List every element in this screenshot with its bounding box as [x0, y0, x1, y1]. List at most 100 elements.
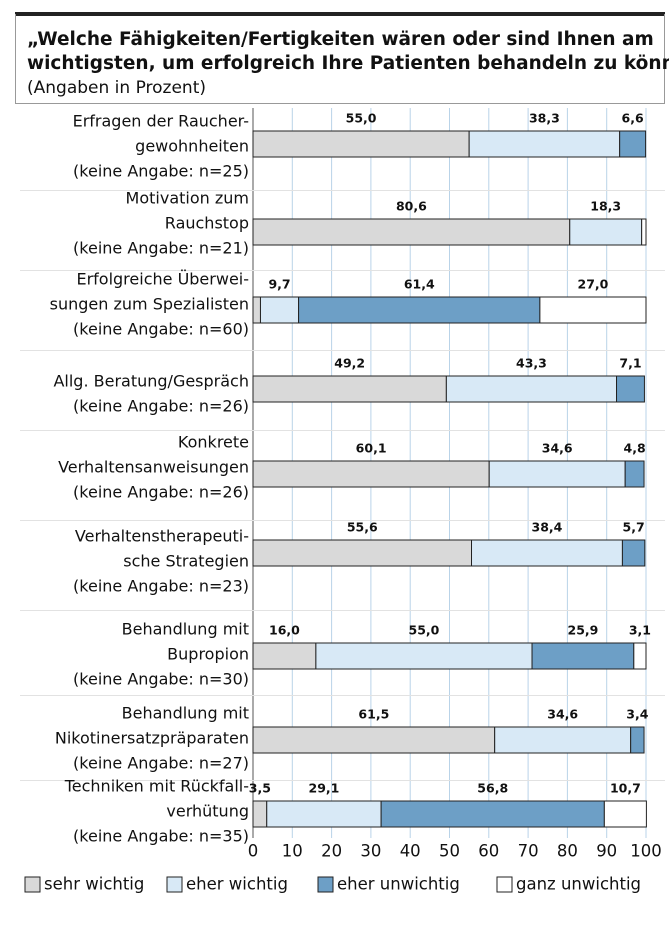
category-label: (keine Angabe: n=26) — [73, 397, 249, 416]
value-label: 56,8 — [477, 781, 508, 796]
bar-segment — [380, 800, 605, 828]
category-label: (keine Angabe: n=35) — [73, 827, 249, 846]
bar-segment — [252, 375, 447, 403]
legend-label: ganz unwichtig — [516, 875, 641, 894]
value-label: 61,5 — [358, 707, 389, 722]
value-label: 34,6 — [542, 441, 573, 456]
category-label: gewohnheiten — [135, 137, 249, 156]
category-label: Behandlung mit — [122, 704, 249, 723]
value-label: 49,2 — [334, 356, 365, 371]
category-label: (keine Angabe: n=27) — [73, 754, 249, 773]
bar-segment — [315, 642, 533, 670]
bar-segment — [539, 296, 647, 324]
value-label: 55,6 — [347, 520, 378, 535]
bar-segment — [252, 539, 473, 567]
x-tick-label: 100 — [630, 842, 662, 861]
category-label: Bupropion — [167, 645, 249, 664]
value-label: 43,3 — [516, 356, 547, 371]
bar-segment — [624, 460, 645, 488]
category-label: Erfolgreiche Überwei- — [76, 270, 249, 289]
bar-segment — [259, 296, 300, 324]
bar-segment — [298, 296, 541, 324]
top-rule — [15, 12, 665, 16]
category-label: (keine Angabe: n=23) — [73, 577, 249, 596]
x-tick-label: 0 — [248, 842, 259, 861]
bar-segment — [252, 726, 496, 754]
category-label: (keine Angabe: n=25) — [73, 162, 249, 181]
value-label: 27,0 — [578, 277, 609, 292]
value-label: 25,9 — [568, 623, 599, 638]
category-label: Rauchstop — [165, 214, 249, 233]
bar-segment — [445, 375, 618, 403]
bar-segment — [266, 800, 382, 828]
bar-segment — [531, 642, 635, 670]
value-label: 34,6 — [547, 707, 578, 722]
bar-segment — [633, 642, 647, 670]
legend-label: eher unwichtig — [337, 875, 460, 894]
legend-label: eher wichtig — [186, 875, 288, 894]
value-label: 16,0 — [269, 623, 300, 638]
chart-title: wichtigsten, um erfolgreich Ihre Patient… — [27, 53, 669, 74]
category-label: Motivation zum — [126, 189, 249, 208]
bar-segment — [252, 642, 317, 670]
value-label: 18,3 — [590, 199, 621, 214]
value-label: 61,4 — [404, 277, 435, 292]
value-label: 6,6 — [622, 111, 644, 126]
bar-segment — [252, 296, 261, 324]
bar-segment — [471, 539, 623, 567]
category-label: Konkrete — [178, 433, 249, 452]
x-tick-label: 30 — [360, 842, 381, 861]
category-label: Verhaltensanweisungen — [58, 458, 249, 477]
x-tick-label: 70 — [518, 842, 539, 861]
category-label: sche Strategien — [123, 552, 249, 571]
legend-label: sehr wichtig — [44, 875, 144, 894]
bar-segment — [252, 130, 470, 158]
value-label: 80,6 — [396, 199, 427, 214]
x-tick-label: 90 — [596, 842, 617, 861]
category-label: (keine Angabe: n=26) — [73, 483, 249, 502]
category-label: (keine Angabe: n=21) — [73, 239, 249, 258]
x-tick-label: 10 — [282, 842, 303, 861]
bar-segment — [569, 218, 643, 246]
value-label: 55,0 — [346, 111, 377, 126]
category-label: Techniken mit Rückfall- — [64, 777, 249, 796]
category-label: (keine Angabe: n=30) — [73, 670, 249, 689]
bar-segment — [641, 218, 647, 246]
value-label: 38,3 — [529, 111, 560, 126]
value-label: 5,7 — [623, 520, 645, 535]
value-label: 3,5 — [249, 781, 271, 796]
bar-segment — [619, 130, 647, 158]
legend-swatch — [24, 876, 41, 893]
value-label: 60,1 — [356, 441, 387, 456]
x-tick-label: 20 — [321, 842, 342, 861]
bar-segment — [252, 460, 490, 488]
value-label: 7,1 — [619, 356, 641, 371]
category-label: Behandlung mit — [122, 620, 249, 639]
legend-swatch — [317, 876, 334, 893]
category-label: Erfragen der Raucher- — [73, 112, 249, 131]
legend-swatch — [166, 876, 183, 893]
value-label: 3,1 — [629, 623, 651, 638]
x-tick-label: 80 — [557, 842, 578, 861]
category-label: sungen zum Spezialisten — [50, 295, 249, 314]
value-label: 4,8 — [624, 441, 646, 456]
value-label: 55,0 — [409, 623, 440, 638]
value-label: 3,4 — [626, 707, 648, 722]
value-label: 29,1 — [309, 781, 340, 796]
chart-subtitle: (Angaben in Prozent) — [27, 78, 206, 98]
category-label: (keine Angabe: n=60) — [73, 320, 249, 339]
category-label: Allg. Beratung/Gespräch — [53, 372, 249, 391]
bar-segment — [252, 218, 571, 246]
bar-segment — [252, 800, 268, 828]
value-label: 9,7 — [268, 277, 290, 292]
value-label: 38,4 — [532, 520, 563, 535]
bar-segment — [621, 539, 646, 567]
chart-title: „Welche Fähigkeiten/Fertigkeiten wären o… — [27, 29, 654, 50]
legend-swatch — [496, 876, 513, 893]
category-label: Nikotinersatzpräparaten — [55, 729, 249, 748]
value-label: 10,7 — [610, 781, 641, 796]
bar-segment — [616, 375, 645, 403]
bar-segment — [494, 726, 632, 754]
x-tick-label: 40 — [400, 842, 421, 861]
